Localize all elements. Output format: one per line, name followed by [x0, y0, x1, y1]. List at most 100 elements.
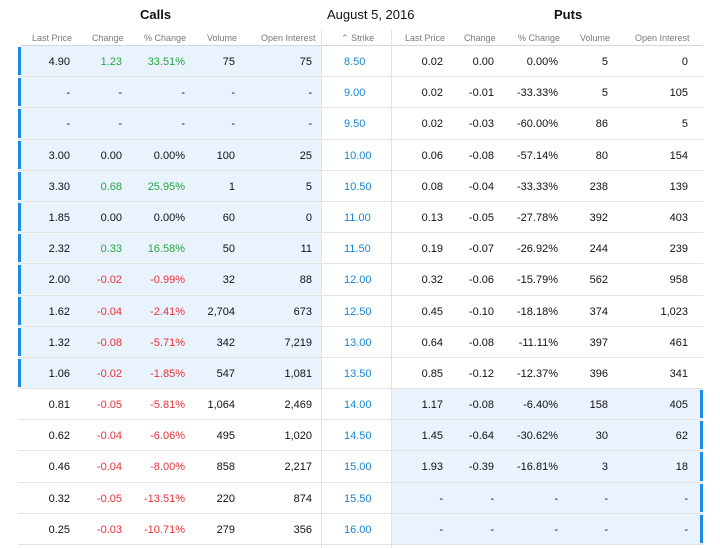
put-volume: 5	[601, 56, 608, 68]
strike-price-link[interactable]: 9.00	[344, 87, 366, 100]
call-open-interest: 673	[293, 305, 312, 318]
call-pct-change: 0.00%	[153, 149, 185, 162]
call-last-price-header[interactable]: Last Price	[32, 33, 73, 43]
put-last-price: 0.02	[421, 87, 443, 100]
put-volume-header[interactable]: Volume	[580, 33, 611, 43]
strike-price-link[interactable]: 8.50	[344, 56, 366, 68]
call-change: 0.33	[100, 243, 122, 256]
option-row[interactable]: 1.06 -0.02 -1.85% 547 1,081 13.50 0.85 -0.12 -12…	[18, 357, 703, 390]
title-bar: Calls August 5, 2016 Puts	[0, 0, 720, 30]
strike-price-link[interactable]: 12.00	[344, 274, 372, 287]
call-change-header[interactable]: Change	[92, 33, 124, 43]
strike-price-link[interactable]: 15.00	[344, 461, 372, 474]
strike-header[interactable]: ⌃ Strike	[341, 33, 374, 44]
option-row[interactable]: 0.81 -0.05 -5.81% 1,064 2,469 14.00 1.17 -0.08 -…	[18, 389, 703, 421]
option-row[interactable]: - - - - - 9.50 0.02 -0.03 -60.00% 86 5	[18, 108, 703, 140]
put-pct-change-header[interactable]: % Change	[518, 33, 561, 43]
strike-price-link[interactable]: 14.00	[344, 399, 372, 412]
call-change: -0.02	[96, 367, 122, 380]
call-last-price: 1.06	[48, 367, 70, 380]
strike-price-link[interactable]: 13.00	[344, 336, 372, 349]
option-row[interactable]: - - - - - 9.00 0.02 -0.01 -33.33% 5 105	[18, 77, 703, 109]
put-pct-change: -18.18%	[517, 305, 558, 318]
option-row[interactable]: 1.85 0.00 0.00% 60 0 11.00 0.13 -0.05 -27.78% 392…	[18, 201, 703, 234]
call-open-interest: 25	[299, 149, 312, 162]
put-in-the-money-shading	[391, 482, 703, 513]
call-open-interest-header[interactable]: Open Interest	[261, 33, 316, 43]
option-row[interactable]: 2.00 -0.02 -0.99% 32 88 12.00 0.32 -0.06 -15.79%…	[18, 264, 703, 296]
option-row[interactable]: 2.32 0.33 16.58% 50 11 11.50 0.19 -0.07 -26.92% 2…	[18, 233, 703, 265]
option-row[interactable]: 0.62 -0.04 -6.06% 495 1,020 14.50 1.45 -0.64 -30…	[18, 420, 703, 452]
strike-price-link[interactable]: 12.50	[344, 305, 372, 318]
put-change: -	[490, 523, 494, 536]
strike-price-link[interactable]: 15.50	[344, 492, 372, 505]
call-volume: -	[231, 87, 235, 100]
put-open-interest: 0	[681, 56, 688, 68]
call-volume-header[interactable]: Volume	[207, 33, 238, 43]
put-volume: -	[604, 492, 608, 505]
put-open-interest-header[interactable]: Open Interest	[635, 33, 690, 43]
option-row[interactable]: 3.30 0.68 25.95% 1 5 10.50 0.08 -0.04 -33.33% 238…	[18, 170, 703, 202]
strike-divider-left	[321, 30, 322, 548]
call-open-interest: 1,081	[284, 367, 312, 380]
strike-price-link[interactable]: 10.00	[344, 149, 372, 162]
call-volume: 342	[216, 336, 235, 349]
put-open-interest: 154	[669, 149, 688, 162]
call-change: -0.08	[96, 336, 122, 349]
put-last-price: 1.93	[421, 461, 443, 474]
call-in-the-money-marker	[18, 296, 21, 325]
call-in-the-money-shading	[18, 170, 321, 201]
put-volume: 30	[595, 430, 608, 443]
option-row[interactable]: 3.00 0.00 0.00% 100 25 10.00 0.06 -0.08 -57.14% 8…	[18, 139, 703, 171]
expiry-date[interactable]: August 5, 2016	[327, 7, 415, 22]
call-pct-change: 0.00%	[153, 211, 185, 224]
call-open-interest: 356	[293, 523, 312, 536]
options-chain-table: 4.90 1.23 33.51% 75 75 8.50 0.02 0.00 0.00% 5 0- - -…	[0, 46, 720, 545]
call-change: -0.04	[96, 461, 122, 474]
call-last-price: -	[66, 87, 70, 100]
option-row[interactable]: 0.46 -0.04 -8.00% 858 2,217 15.00 1.93 -0.39 -16…	[18, 451, 703, 483]
call-volume: 279	[216, 523, 235, 536]
strike-price-link[interactable]: 11.00	[344, 211, 371, 224]
option-row[interactable]: 1.62 -0.04 -2.41% 2,704 673 12.50 0.45 -0.10 -18…	[18, 295, 703, 327]
put-last-price: 0.02	[421, 56, 443, 68]
call-in-the-money-shading	[18, 264, 321, 295]
put-open-interest: 139	[669, 180, 688, 193]
put-open-interest: 461	[669, 336, 688, 349]
put-change-header[interactable]: Change	[464, 33, 496, 43]
put-volume: 396	[589, 367, 608, 380]
call-pct-change: -8.00%	[150, 461, 185, 474]
call-open-interest: -	[308, 87, 312, 100]
option-row[interactable]: 0.32 -0.05 -13.51% 220 874 15.50 - - - - -	[18, 482, 703, 514]
option-row[interactable]: 1.32 -0.08 -5.71% 342 7,219 13.00 0.64 -0.08 -11…	[18, 326, 703, 358]
call-change: -	[118, 87, 122, 100]
put-volume: 397	[589, 336, 608, 349]
put-last-price: 0.85	[421, 367, 443, 380]
call-in-the-money-marker	[18, 327, 21, 356]
put-last-price: -	[439, 492, 443, 505]
option-row[interactable]: 4.90 1.23 33.51% 75 75 8.50 0.02 0.00 0.00% 5 0	[18, 46, 703, 78]
call-last-price: 2.00	[48, 274, 70, 287]
strike-price-link[interactable]: 9.50	[344, 118, 366, 131]
strike-price-link[interactable]: 16.00	[344, 523, 372, 536]
call-change: -0.02	[96, 274, 122, 287]
call-open-interest: -	[308, 118, 312, 131]
call-last-price: 0.46	[48, 461, 70, 474]
put-last-price-header[interactable]: Last Price	[405, 33, 446, 43]
put-last-price: 0.19	[421, 243, 443, 256]
strike-price-link[interactable]: 13.50	[344, 367, 372, 380]
option-row[interactable]: 0.25 -0.03 -10.71% 279 356 16.00 - - - - -	[18, 513, 703, 545]
call-open-interest: 2,469	[284, 399, 312, 412]
put-pct-change: -26.92%	[517, 243, 558, 256]
put-open-interest: 958	[669, 274, 688, 287]
call-last-price: 0.32	[48, 492, 70, 505]
strike-price-link[interactable]: 11.50	[344, 243, 371, 256]
put-volume: 158	[589, 399, 608, 412]
call-change: -0.04	[96, 430, 122, 443]
put-in-the-money-marker	[700, 390, 703, 419]
strike-price-link[interactable]: 10.50	[344, 180, 372, 193]
call-pct-change-header[interactable]: % Change	[144, 33, 187, 43]
put-change: 0.00	[472, 56, 494, 68]
call-change: -0.05	[96, 492, 122, 505]
strike-price-link[interactable]: 14.50	[344, 430, 372, 443]
